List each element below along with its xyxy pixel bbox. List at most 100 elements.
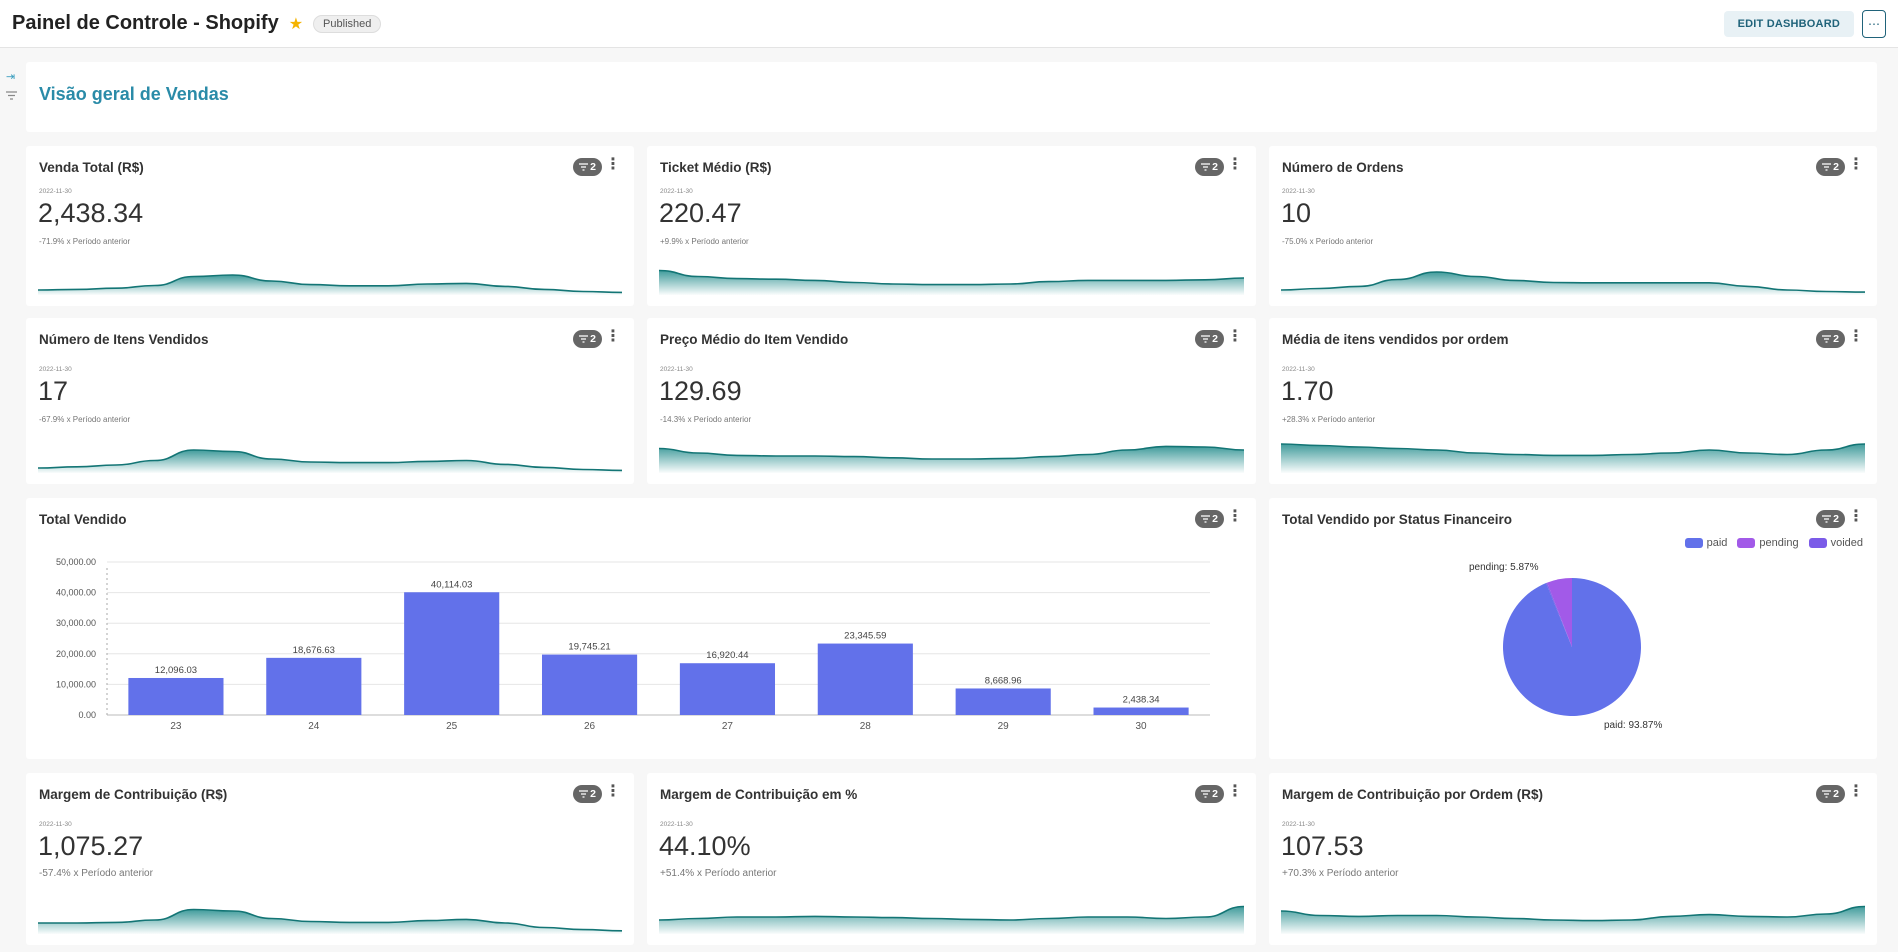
bar[interactable]: [679, 663, 776, 715]
sparkline: [1281, 443, 1865, 473]
x-tick-label: 29: [998, 721, 1010, 732]
bar[interactable]: [955, 688, 1051, 715]
top-bar: Painel de Controle - Shopify ★ Published…: [0, 0, 1898, 48]
kpi-card: Margem de Contribuição (R$) 2 ⋮ 2022-11-…: [26, 773, 634, 945]
kpi-date: 2022-11-30: [1282, 821, 1315, 828]
kpi-date: 2022-11-30: [1282, 188, 1315, 195]
card-title: Número de Itens Vendidos: [39, 332, 209, 347]
kpi-card: Venda Total (R$) 2 ⋮ 2022-11-30 2,438.34…: [26, 146, 634, 306]
sparkline-line: [659, 905, 1244, 921]
bar[interactable]: [1093, 707, 1189, 715]
pie-slice-pending[interactable]: [1547, 578, 1572, 647]
kebab-menu-icon[interactable]: ⋮: [1227, 783, 1243, 800]
status-financeiro-card: Total Vendido por Status Financeiro 2 ⋮ …: [1269, 498, 1877, 759]
kebab-menu-icon[interactable]: ⋮: [1227, 156, 1243, 173]
kebab-menu-icon[interactable]: ⋮: [1848, 156, 1864, 173]
kpi-delta: +51.4% x Período anterior: [660, 868, 777, 879]
edit-dashboard-button[interactable]: EDIT DASHBOARD: [1723, 10, 1854, 37]
kebab-menu-icon[interactable]: ⋮: [605, 328, 621, 345]
pie-slice-voided[interactable]: [1546, 582, 1572, 647]
star-icon[interactable]: ★: [288, 15, 304, 33]
filter-icon[interactable]: [6, 91, 20, 103]
card-title: Total Vendido por Status Financeiro: [1282, 512, 1513, 527]
kpi-delta: -71.9% x Período anterior: [39, 237, 131, 246]
filter-badge[interactable]: 2: [1195, 158, 1224, 176]
legend-item-voided[interactable]: voided: [1808, 537, 1863, 549]
sparkline-area: [659, 270, 1244, 295]
pie-label-pending: pending: 5.87%: [1469, 562, 1539, 573]
status-badge: Published: [313, 14, 382, 33]
kpi-card: Ticket Médio (R$) 2 ⋮ 2022-11-30 220.47 …: [647, 146, 1256, 306]
bar[interactable]: [404, 592, 500, 715]
sparkline-line: [38, 449, 622, 472]
y-tick-label: 0.00: [78, 710, 96, 720]
kpi-date: 2022-11-30: [660, 366, 693, 373]
kebab-menu-icon[interactable]: ⋮: [1848, 508, 1864, 525]
kebab-menu-icon[interactable]: ⋮: [605, 783, 621, 800]
kpi-date: 2022-11-30: [39, 188, 72, 195]
filter-badge[interactable]: 2: [1195, 330, 1224, 348]
card-title: Média de itens vendidos por ordem: [1282, 332, 1509, 347]
kpi-value: 129.69: [659, 376, 742, 406]
kebab-menu-icon[interactable]: ⋮: [1848, 328, 1864, 345]
filter-badge[interactable]: 2: [573, 330, 602, 348]
legend-item-pending[interactable]: pending: [1737, 537, 1799, 549]
filter-badge[interactable]: 2: [1816, 785, 1845, 803]
filter-badge[interactable]: 2: [1816, 330, 1845, 348]
more-options-button[interactable]: ⋯: [1862, 9, 1886, 38]
pie-legend: paid pending voided: [1684, 537, 1863, 549]
kebab-menu-icon[interactable]: ⋮: [1227, 328, 1243, 345]
kebab-menu-icon[interactable]: ⋮: [605, 156, 621, 173]
card-title: Venda Total (R$): [39, 160, 144, 175]
filter-icon: [1822, 335, 1832, 343]
bar-value-label: 12,096.03: [155, 665, 197, 676]
bar[interactable]: [817, 643, 913, 715]
x-tick-label: 30: [1136, 721, 1148, 732]
bar-value-label: 18,676.63: [293, 645, 335, 656]
legend-swatch: [1808, 538, 1827, 548]
bar[interactable]: [541, 654, 638, 715]
kpi-card: Número de Ordens 2 ⋮ 2022-11-30 10 -75.0…: [1269, 146, 1877, 306]
kpi-date: 2022-11-30: [39, 821, 72, 828]
legend-item-paid[interactable]: paid: [1684, 537, 1728, 549]
sparkline-line: [1281, 443, 1865, 457]
sparkline-line: [38, 274, 622, 294]
filter-icon: [579, 163, 589, 171]
filter-count: 2: [1212, 333, 1218, 345]
legend-swatch: [1737, 538, 1756, 548]
filter-badge[interactable]: 2: [573, 158, 602, 176]
legend-label: voided: [1830, 537, 1863, 549]
bar[interactable]: [266, 657, 362, 715]
pie-label-paid: paid: 93.87%: [1604, 720, 1663, 731]
sparkline-area: [38, 275, 622, 295]
filter-count: 2: [590, 333, 596, 345]
x-tick-label: 23: [170, 721, 182, 732]
sparkline-area: [1281, 272, 1865, 295]
filter-badge[interactable]: 2: [1816, 510, 1845, 528]
kpi-value: 220.47: [659, 198, 742, 228]
arrow-to-right-icon[interactable]: ⇥: [6, 71, 16, 83]
y-tick-label: 30,000.00: [56, 618, 96, 628]
card-title: Margem de Contribuição (R$): [39, 787, 228, 802]
x-tick-label: 24: [308, 721, 320, 732]
filter-badge[interactable]: 2: [573, 785, 602, 803]
filter-badge[interactable]: 2: [1195, 510, 1224, 528]
kpi-value: 44.10%: [659, 831, 751, 861]
y-tick-label: 10,000.00: [56, 679, 96, 689]
sparkline-line: [1281, 271, 1865, 293]
kpi-value: 1.70: [1281, 376, 1334, 406]
filter-badge[interactable]: 2: [1816, 158, 1845, 176]
y-tick-label: 40,000.00: [56, 588, 96, 598]
kpi-card: Preço Médio do Item Vendido 2 ⋮ 2022-11-…: [647, 318, 1256, 484]
legend-label: paid: [1706, 537, 1728, 549]
kebab-menu-icon[interactable]: ⋮: [1227, 508, 1243, 525]
bar-value-label: 2,438.34: [1123, 695, 1160, 706]
kebab-menu-icon[interactable]: ⋮: [1848, 783, 1864, 800]
filter-count: 2: [1212, 788, 1218, 800]
filter-icon: [1201, 790, 1211, 798]
sparkline: [659, 905, 1244, 934]
filter-badge[interactable]: 2: [1195, 785, 1224, 803]
card-title: Ticket Médio (R$): [660, 160, 772, 175]
bar[interactable]: [128, 677, 224, 715]
card-title: Margem de Contribuição por Ordem (R$): [1282, 787, 1544, 802]
